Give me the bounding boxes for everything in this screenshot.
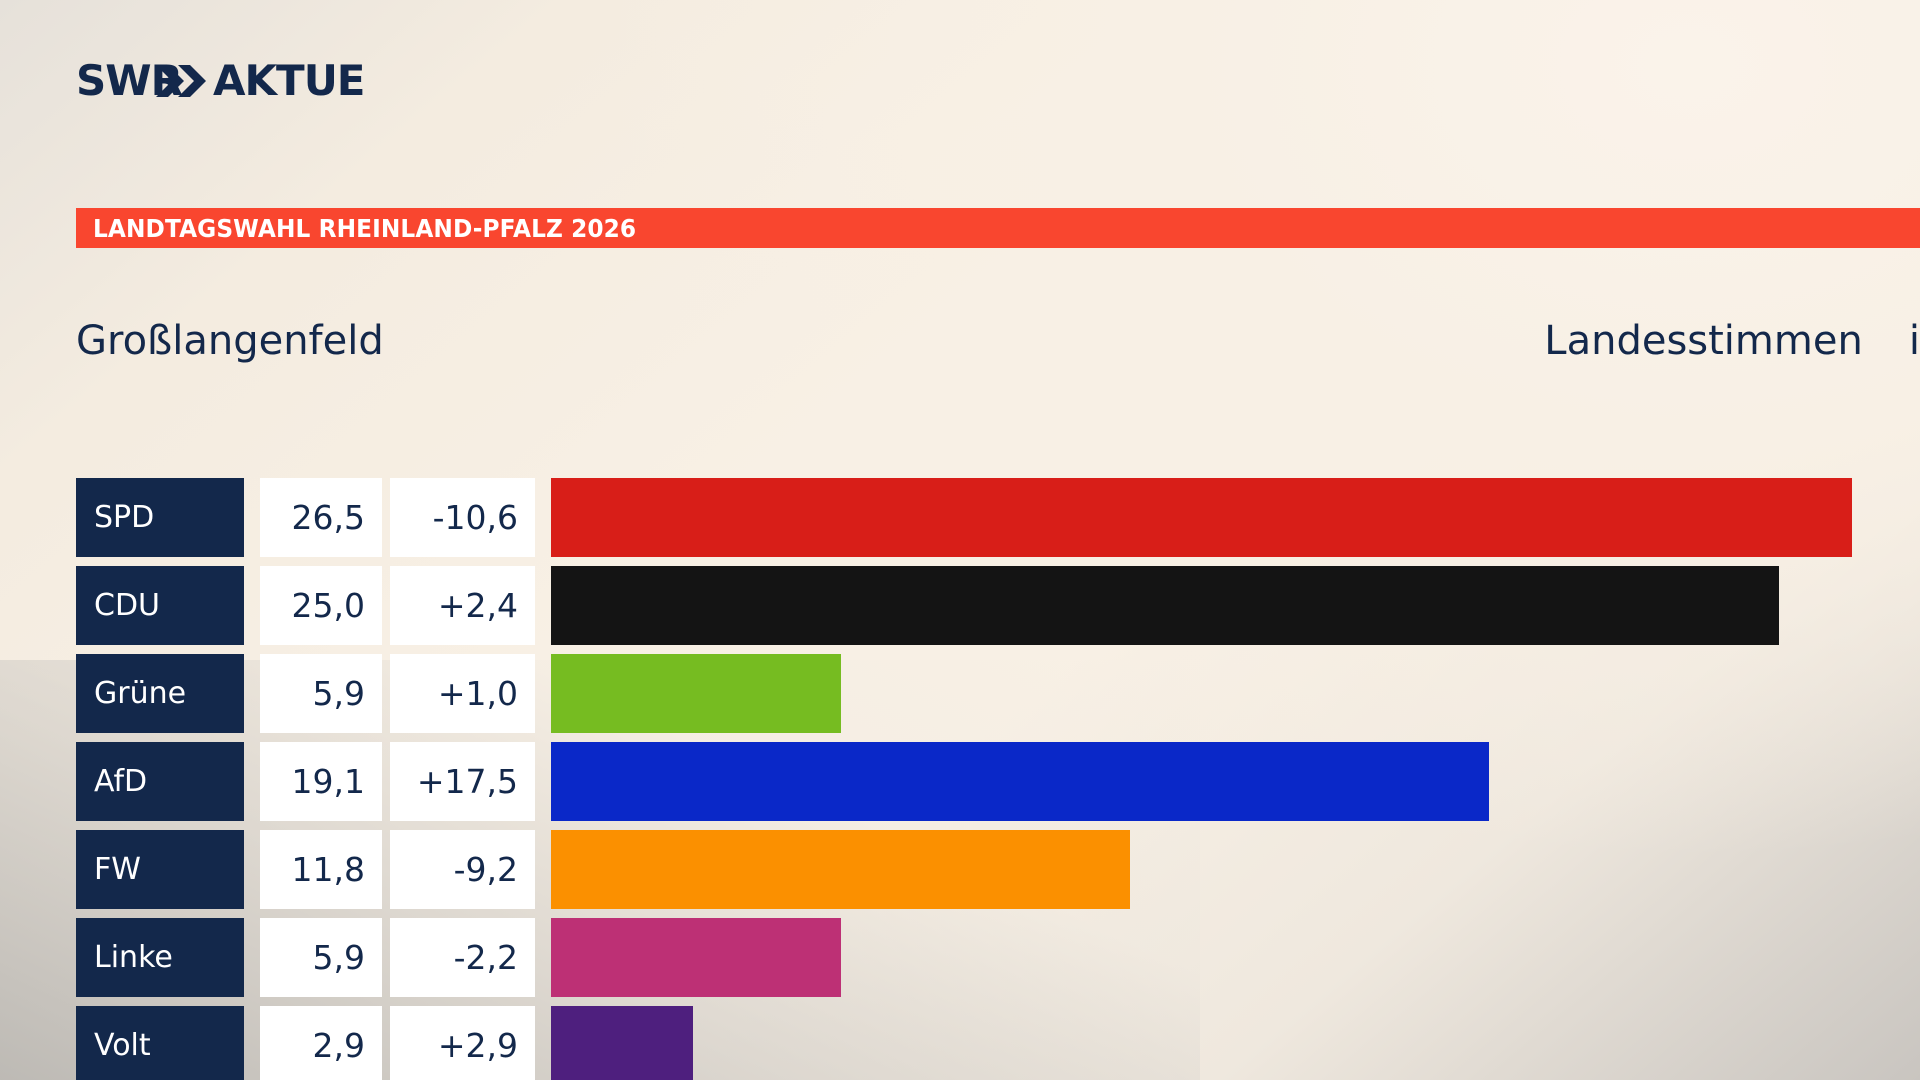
value-cell: 11,8	[260, 830, 382, 909]
swr-aktuell-logo: SWR AKTUELL	[76, 56, 1920, 108]
results-chart: SPD 26,5 -10,6 CDU 25,0 +2,4 Grüne 5,9 +…	[76, 478, 1866, 1080]
value-cell: 25,0	[260, 566, 382, 645]
election-kicker-text: LANDTAGSWAHL RHEINLAND-PFALZ 2026	[93, 213, 637, 243]
result-bar	[551, 830, 1131, 909]
value-label: 11,8	[291, 850, 365, 889]
change-cell: +2,4	[390, 566, 535, 645]
value-label: 5,9	[312, 938, 365, 977]
party-label: Linke	[94, 939, 173, 975]
change-label: -9,2	[453, 850, 518, 889]
change-cell: +17,5	[390, 742, 535, 821]
party-cell: AfD	[76, 742, 244, 821]
result-bar	[551, 918, 841, 997]
bar-track	[551, 478, 1866, 557]
change-cell: -9,2	[390, 830, 535, 909]
value-cell: 2,9	[260, 1006, 382, 1080]
swr-aktuell-logo-mark: SWR AKTUELL	[76, 59, 366, 105]
change-label: +1,0	[437, 674, 518, 713]
party-label: Grüne	[94, 675, 187, 711]
result-bar	[551, 566, 1779, 645]
party-label: FW	[94, 851, 141, 887]
party-label: SPD	[94, 499, 155, 535]
svg-text:AKTUELL: AKTUELL	[213, 59, 366, 105]
value-cell: 19,1	[260, 742, 382, 821]
party-cell: Volt	[76, 1006, 244, 1080]
bar-track	[551, 742, 1866, 821]
change-cell: +2,9	[390, 1006, 535, 1080]
election-kicker-badge: LANDTAGSWAHL RHEINLAND-PFALZ 2026	[76, 208, 1920, 248]
value-cell: 26,5	[260, 478, 382, 557]
result-bar	[551, 478, 1853, 557]
change-label: +2,4	[437, 586, 518, 625]
bar-track	[551, 830, 1866, 909]
value-label: 5,9	[312, 674, 365, 713]
change-label: +2,9	[437, 1026, 518, 1065]
bar-track	[551, 1006, 1866, 1080]
party-cell: FW	[76, 830, 244, 909]
subheader: Großlangenfeld Landesstimmen in %	[76, 313, 1920, 369]
bar-track	[551, 566, 1866, 645]
change-cell: +1,0	[390, 654, 535, 733]
value-label: 25,0	[291, 586, 365, 625]
result-bar	[551, 742, 1489, 821]
table-row: Grüne 5,9 +1,0	[76, 654, 1866, 733]
change-label: +17,5	[416, 762, 518, 801]
table-row: Linke 5,9 -2,2	[76, 918, 1866, 997]
table-row: AfD 19,1 +17,5	[76, 742, 1866, 821]
bar-track	[551, 918, 1866, 997]
place-name: Großlangenfeld	[76, 318, 384, 364]
value-label: 26,5	[291, 498, 365, 537]
party-label: CDU	[94, 587, 161, 623]
value-cell: 5,9	[260, 654, 382, 733]
bar-track	[551, 654, 1866, 733]
party-label: AfD	[94, 763, 148, 799]
table-row: CDU 25,0 +2,4	[76, 566, 1866, 645]
change-cell: -2,2	[390, 918, 535, 997]
value-label: 19,1	[291, 762, 365, 801]
chevron-double-right-icon	[156, 65, 206, 97]
unit-label: in %	[1908, 318, 1920, 364]
table-row: SPD 26,5 -10,6	[76, 478, 1866, 557]
party-label: Volt	[94, 1027, 151, 1063]
table-row: Volt 2,9 +2,9	[76, 1006, 1866, 1080]
change-label: -2,2	[453, 938, 518, 977]
value-label: 2,9	[312, 1026, 365, 1065]
party-cell: Linke	[76, 918, 244, 997]
party-cell: Grüne	[76, 654, 244, 733]
value-cell: 5,9	[260, 918, 382, 997]
result-bar	[551, 654, 841, 733]
vote-type-label: Landesstimmen	[1544, 318, 1863, 364]
party-cell: CDU	[76, 566, 244, 645]
party-cell: SPD	[76, 478, 244, 557]
change-label: -10,6	[432, 498, 518, 537]
vote-type-group: Landesstimmen in %	[1544, 321, 1920, 361]
table-row: FW 11,8 -9,2	[76, 830, 1866, 909]
result-bar	[551, 1006, 694, 1080]
change-cell: -10,6	[390, 478, 535, 557]
